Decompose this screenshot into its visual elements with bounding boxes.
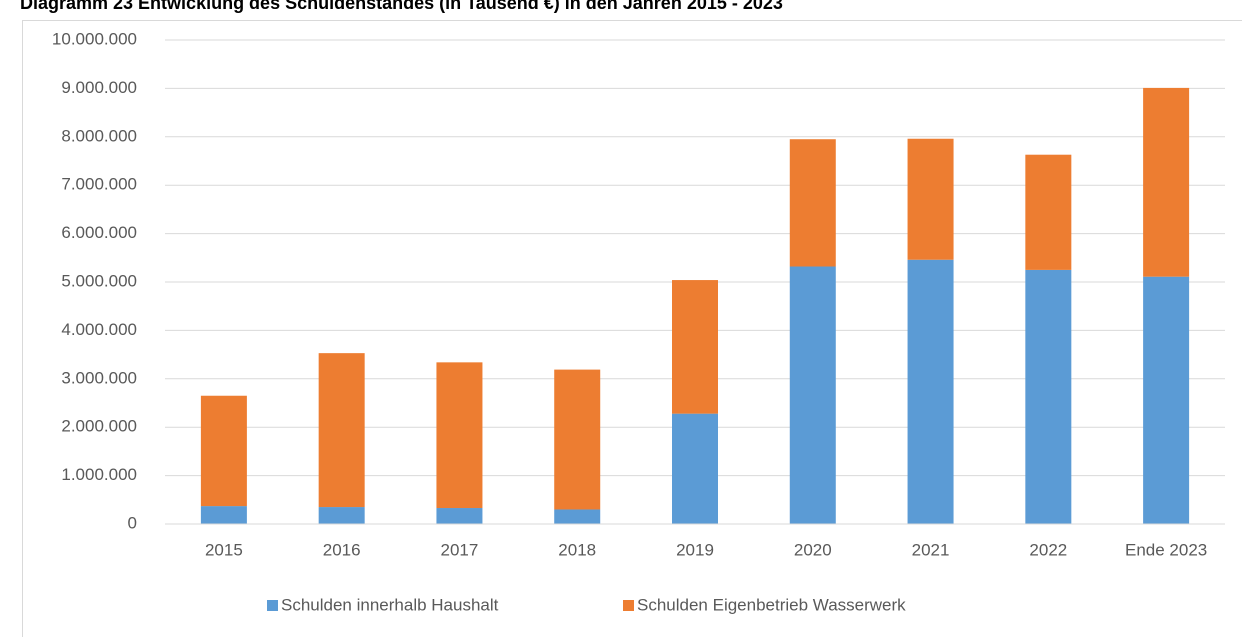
bar-segment [908, 139, 954, 260]
y-tick-label: 0 [128, 513, 137, 532]
bar-segment [319, 353, 365, 507]
bar-segment [436, 508, 482, 524]
y-tick-label: 9.000.000 [61, 78, 137, 97]
x-tick-label: 2016 [323, 540, 361, 559]
bar-segment [790, 139, 836, 266]
x-tick-label: 2018 [558, 540, 596, 559]
y-tick-label: 1.000.000 [61, 465, 137, 484]
y-tick-label: 8.000.000 [61, 126, 137, 145]
bar-segment [790, 267, 836, 524]
x-tick-label: 2017 [441, 540, 479, 559]
x-tick-label: 2015 [205, 540, 243, 559]
x-tick-label: 2020 [794, 540, 832, 559]
y-tick-label: 7.000.000 [61, 175, 137, 194]
bar-segment [672, 414, 718, 524]
bar-segment [672, 280, 718, 414]
y-tick-label: 2.000.000 [61, 417, 137, 436]
legend-label: Schulden Eigenbetrieb Wasserwerk [637, 595, 906, 614]
bar-segment [554, 509, 600, 524]
bar-segment [554, 370, 600, 510]
x-tick-label: 2019 [676, 540, 714, 559]
x-tick-label: 2021 [912, 540, 950, 559]
bar-segment [201, 506, 247, 524]
legend-swatch [623, 600, 634, 611]
bar-segment [201, 396, 247, 506]
y-tick-label: 4.000.000 [61, 320, 137, 339]
chart-title: Diagramm 23 Entwicklung des Schuldenstan… [20, 0, 783, 13]
x-tick-label: 2022 [1029, 540, 1067, 559]
bar-segment [1025, 155, 1071, 270]
y-tick-label: 6.000.000 [61, 223, 137, 242]
bar-segment [319, 507, 365, 524]
legend-swatch [267, 600, 278, 611]
y-tick-label: 3.000.000 [61, 368, 137, 387]
y-tick-label: 5.000.000 [61, 271, 137, 290]
bar-segment [1143, 277, 1189, 524]
bar-segment [908, 260, 954, 524]
legend-label: Schulden innerhalb Haushalt [281, 595, 499, 614]
y-tick-label: 10.000.000 [52, 29, 137, 48]
bar-segment [1143, 88, 1189, 277]
x-tick-label: Ende 2023 [1125, 540, 1207, 559]
bar-segment [436, 362, 482, 508]
bar-segment [1025, 270, 1071, 524]
